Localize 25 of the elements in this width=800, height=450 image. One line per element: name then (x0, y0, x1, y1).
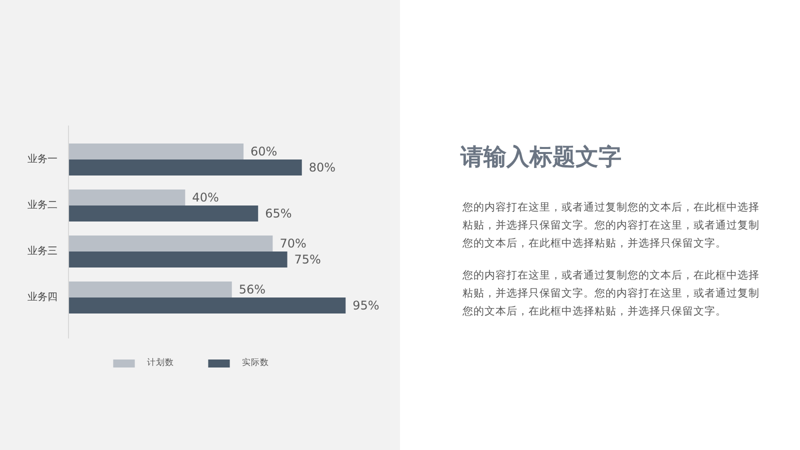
data-label: 95% (352, 298, 380, 312)
data-label: 56% (238, 282, 266, 296)
legend-label: 实际数 (242, 357, 269, 369)
bar (68, 298, 346, 314)
text: 请输入标题文字 (460, 144, 622, 170)
text: 您的内容打在这里，或者通过复制您的文本后，在此框中选择粘贴，并选择只保留文字。您的内容打在这里，或者通过复制您的文本后，在此框中选择粘贴，并选择只保留文字。 (462, 200, 760, 250)
y-tick-label: 业务四 (28, 291, 58, 303)
data-label: 40% (192, 190, 219, 204)
bar (68, 160, 302, 176)
bar (68, 282, 232, 298)
data-label: 65% (265, 206, 292, 220)
y-tick-label: 业务三 (28, 245, 58, 257)
bar (68, 236, 273, 252)
bar (68, 190, 186, 206)
bar (68, 252, 288, 268)
data-label: 75% (294, 252, 321, 266)
text: 您的内容打在这里，或者通过复制您的文本后，在此框中选择粘贴，并选择只保留文字。您的内容打在这里，或者通过复制您的文本后，在此框中选择粘贴，并选择只保留文字。 (462, 268, 760, 318)
data-label: 60% (250, 144, 278, 158)
data-label: 80% (308, 160, 336, 174)
y-tick-label: 业务一 (28, 153, 58, 165)
y-tick-label: 业务二 (28, 199, 58, 211)
bar (68, 206, 258, 222)
data-label: 70% (280, 236, 306, 250)
bar (68, 144, 244, 160)
legend-label: 计划数 (147, 357, 174, 369)
